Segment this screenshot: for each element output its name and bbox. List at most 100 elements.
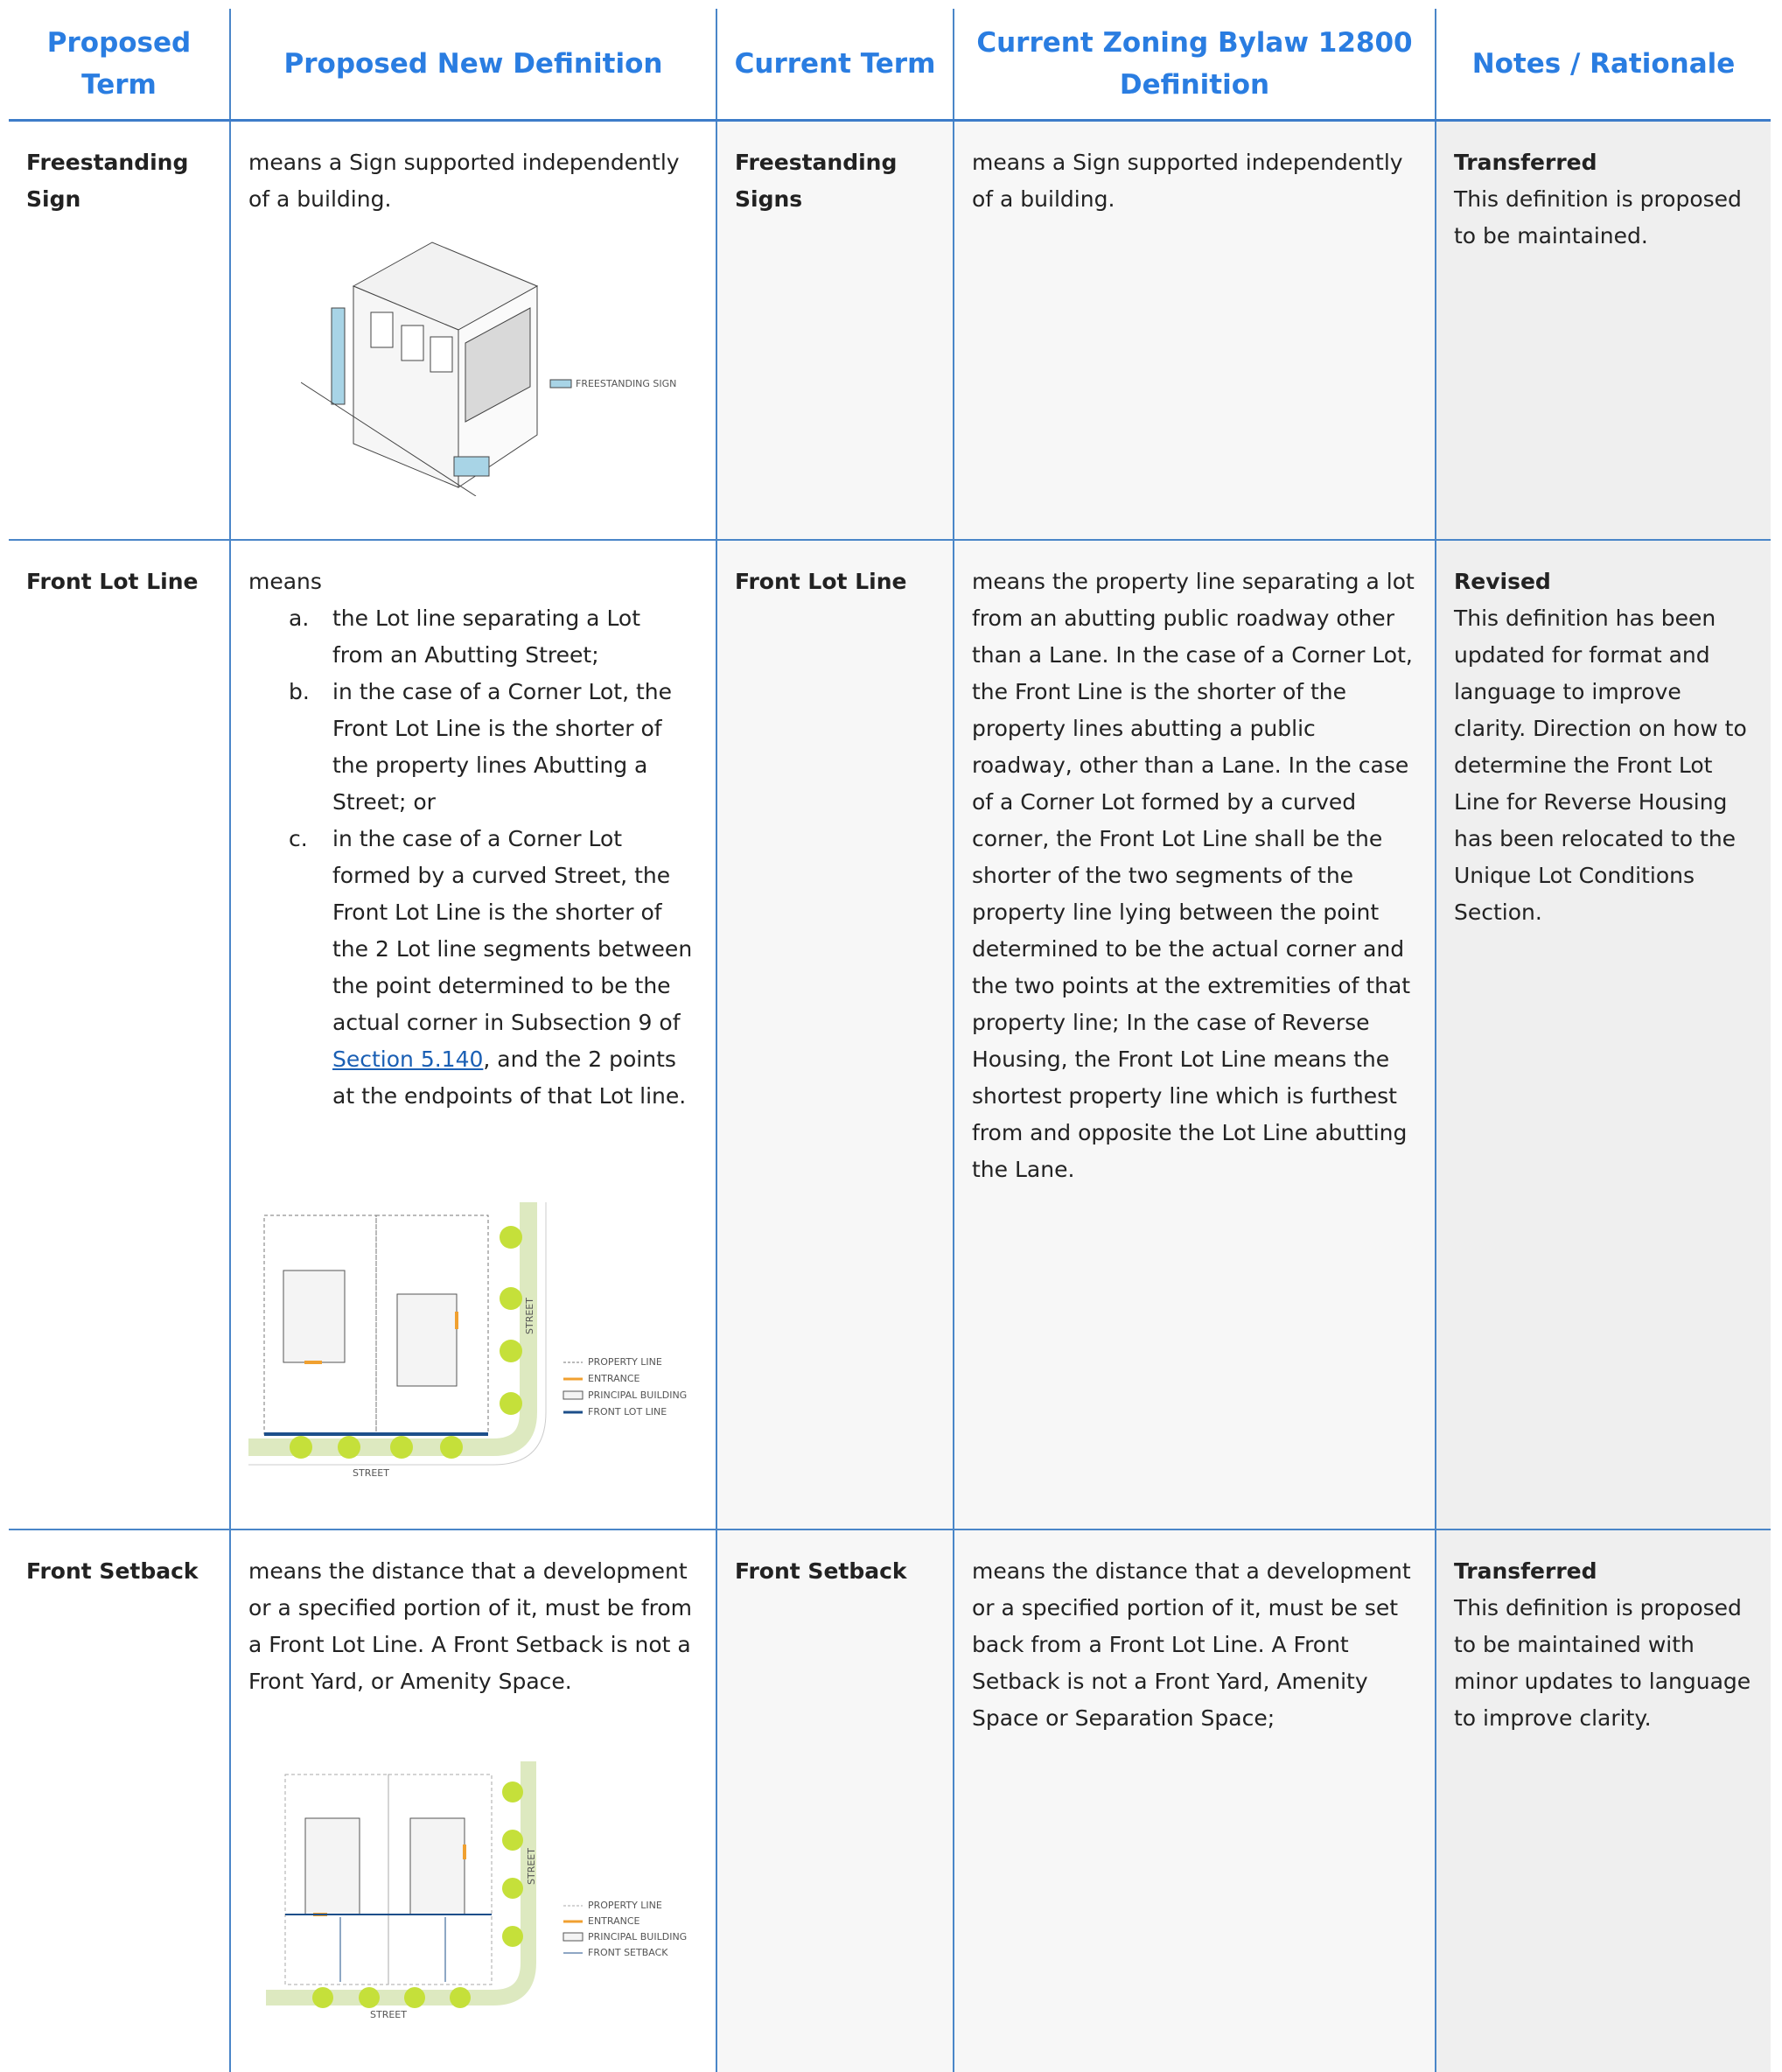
cell: Freestanding Signs xyxy=(716,119,954,540)
term: Freestanding Sign xyxy=(26,150,189,212)
definitions-table: Proposed Term Proposed New Definition Cu… xyxy=(9,9,1771,2072)
tree xyxy=(502,1877,523,1899)
item-text: in the case of a Corner Lot, the Front L… xyxy=(332,678,672,815)
window xyxy=(401,325,424,361)
cell: Front Lot Line xyxy=(9,538,231,1530)
legend-swatch xyxy=(563,1932,584,1941)
term: Front Lot Line xyxy=(26,568,199,594)
cell: Revised This definition has been updated … xyxy=(1436,538,1771,1530)
building xyxy=(396,1293,458,1386)
window xyxy=(465,307,531,423)
term: Front Lot Line xyxy=(735,568,907,594)
note: This definition has been updated for for… xyxy=(1454,605,1747,925)
tree xyxy=(359,1986,380,2008)
tree xyxy=(500,1225,522,1249)
status: Transferred xyxy=(1454,150,1597,175)
tree xyxy=(390,1435,413,1459)
row: Front Setback means the distance that a … xyxy=(9,1528,1771,2072)
legend-label: PRINCIPAL BUILDING xyxy=(588,1390,687,1401)
definition: means a Sign supported independently of … xyxy=(972,150,1403,212)
list-item: a. the Lot line separating a Lot from an … xyxy=(289,600,698,674)
cell: means a Sign supported independently of … xyxy=(954,119,1436,540)
sign xyxy=(331,307,346,405)
street xyxy=(248,1201,537,1456)
definition: means the distance that a development or… xyxy=(248,1558,693,1694)
definition-list: a. the Lot line separating a Lot from an … xyxy=(248,600,698,1115)
tree xyxy=(440,1435,463,1459)
definition: means xyxy=(248,568,322,594)
list-item: b. in the case of a Corner Lot, the Front… xyxy=(289,674,698,821)
street-label: STREET xyxy=(526,1847,537,1884)
cell: Front Lot Line xyxy=(716,538,954,1530)
legend-swatch xyxy=(563,1390,584,1399)
cell: Front Setback xyxy=(716,1528,954,2072)
legend-label: ENTRANCE xyxy=(588,1915,640,1927)
legend-label: FRONT SETBACK xyxy=(588,1947,668,1958)
cell: Transferred This definition is proposed t… xyxy=(1436,119,1771,540)
note: This definition is proposed to be mainta… xyxy=(1454,186,1742,248)
front-setback-diagram: STREET STREET PROPERTY LINE ENTRANCE PRI… xyxy=(266,1760,687,2020)
building xyxy=(304,1817,360,1914)
row: Front Lot Line means a. the Lot line sepa… xyxy=(9,538,1771,1530)
cell: means the property line separating a lot… xyxy=(954,538,1436,1530)
header: Notes / Rationale xyxy=(1436,9,1771,122)
cell: Transferred This definition is proposed t… xyxy=(1436,1528,1771,2072)
curb xyxy=(248,1201,547,1465)
street-label: STREET xyxy=(353,1467,389,1479)
status: Revised xyxy=(1454,568,1551,594)
tree xyxy=(502,1781,523,1802)
legend-swatch xyxy=(549,379,572,388)
definition: means a Sign supported independently of … xyxy=(248,150,680,212)
legend-label: ENTRANCE xyxy=(588,1373,640,1384)
tree xyxy=(500,1339,522,1362)
legend-label: PROPERTY LINE xyxy=(588,1900,662,1911)
cell: means the distance that a development or… xyxy=(230,1528,717,2072)
item-text: in the case of a Corner Lot formed by a … xyxy=(332,821,698,1115)
sign-illustration: FREESTANDING SIGN xyxy=(300,242,676,497)
legend-label: PRINCIPAL BUILDING xyxy=(588,1931,687,1942)
item-text: the Lot line separating a Lot from an Ab… xyxy=(332,605,641,668)
marker: c. xyxy=(289,825,308,851)
tree xyxy=(290,1435,312,1459)
window xyxy=(370,312,394,348)
tree xyxy=(500,1391,522,1415)
tree xyxy=(312,1986,333,2008)
definition: means the property line separating a lot… xyxy=(972,568,1415,1182)
building xyxy=(409,1817,465,1914)
header: Proposed Term xyxy=(9,9,231,122)
tree xyxy=(502,1829,523,1851)
item-text: in the case of a Corner Lot formed by a … xyxy=(332,825,693,1035)
cell: means the distance that a development or… xyxy=(954,1528,1436,2072)
sign xyxy=(453,456,490,477)
street-label: STREET xyxy=(370,2009,407,2020)
item-text: , and the 2 points at the endpoints of t… xyxy=(332,1046,687,1109)
marker: b. xyxy=(289,678,310,704)
legend-label: FRONT LOT LINE xyxy=(588,1406,667,1418)
window xyxy=(430,336,453,373)
tree xyxy=(502,1925,523,1947)
header: Proposed New Definition xyxy=(230,9,717,122)
note: This definition is proposed to be mainta… xyxy=(1454,1594,1751,1731)
cell: Front Setback xyxy=(9,1528,231,2072)
cell: means a Sign supported independently of … xyxy=(230,119,717,540)
marker: a. xyxy=(289,605,310,631)
tree xyxy=(404,1986,425,2008)
term: Front Setback xyxy=(735,1558,907,1584)
header: Current Term xyxy=(716,9,954,122)
tree xyxy=(500,1286,522,1310)
legend-label: PROPERTY LINE xyxy=(588,1356,662,1368)
street xyxy=(266,1760,536,2006)
cell: means a. the Lot line separating a Lot fr… xyxy=(230,538,717,1530)
header: Current Zoning Bylaw 12800 Definition xyxy=(954,9,1436,122)
cell: Freestanding Sign xyxy=(9,119,231,540)
legend-label: FREESTANDING SIGN xyxy=(576,378,676,389)
row: Freestanding Sign means a Sign supported… xyxy=(9,119,1771,540)
term: Front Setback xyxy=(26,1558,199,1584)
property-line xyxy=(388,1774,493,1984)
ground-line xyxy=(300,382,477,497)
tree xyxy=(338,1435,360,1459)
section-link[interactable]: Section 5.140 xyxy=(332,1046,484,1072)
status: Transferred xyxy=(1454,1558,1597,1584)
